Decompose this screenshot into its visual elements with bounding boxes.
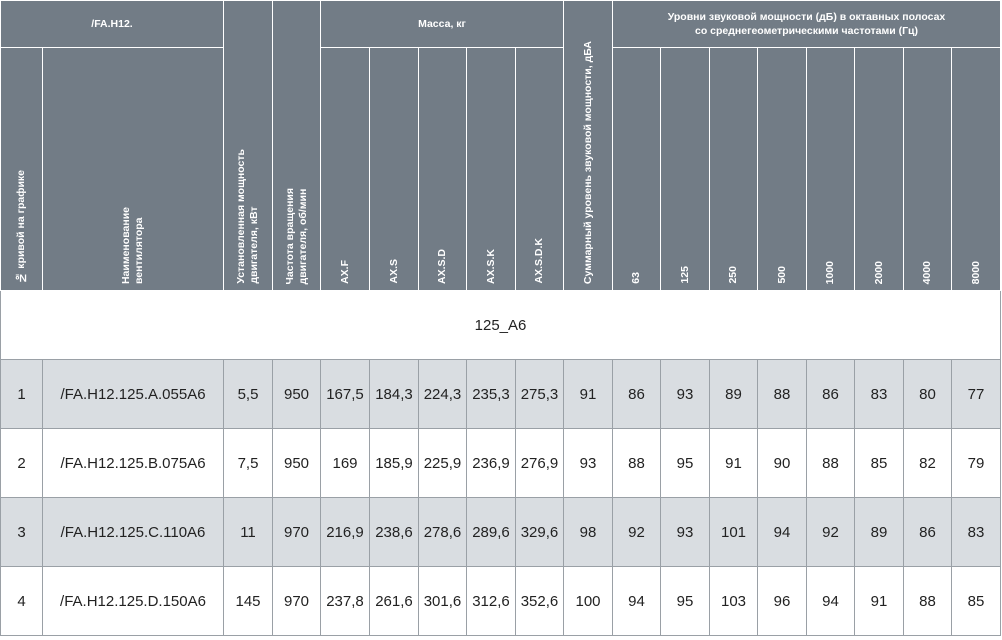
table-row: 4/FA.H12.125.D.150A6 145 970 237,8 261,6 301,… [0, 566, 1002, 636]
mass-cell: 312,6 [466, 566, 516, 636]
frequency-column-header: 500 [757, 47, 807, 291]
octave-level-cell: 103 [709, 566, 758, 636]
octave-level-cell: 88 [612, 428, 661, 498]
motor-power-cell: 145 [223, 566, 273, 636]
frequency-column-header: 1000 [806, 47, 855, 291]
mass-group-header: Масса, кг [320, 0, 564, 48]
octave-level-cell: 91 [854, 566, 904, 636]
motor-power-header: Установленная мощность двигателя, кВт [223, 0, 273, 291]
frequency-column-header: 8000 [950, 47, 1002, 291]
octave-level-cell: 88 [757, 359, 807, 429]
mass-cell: 275,3 [515, 359, 564, 429]
mass-cell: 235,3 [466, 359, 516, 429]
total-sound-header: Суммарный уровень звуковой мощности, дБА [563, 0, 613, 291]
mass-cell: 216,9 [320, 497, 370, 567]
model-group-header: /FA.H12. [0, 0, 224, 48]
octave-level-cell: 79 [950, 428, 1002, 498]
octave-level-cell: 91 [709, 428, 758, 498]
mass-cell: 301,6 [418, 566, 467, 636]
octave-level-cell: 86 [903, 497, 952, 567]
octave-level-cell: 85 [950, 566, 1002, 636]
octave-level-cell: 82 [903, 428, 952, 498]
total-sound-cell: 100 [563, 566, 613, 636]
motor-power-cell: 5,5 [223, 359, 273, 429]
mass-column-header: AX.F [320, 47, 370, 291]
octave-level-cell: 80 [903, 359, 952, 429]
octave-level-cell: 90 [757, 428, 807, 498]
mass-cell: 169 [320, 428, 370, 498]
octave-level-cell: 89 [709, 359, 758, 429]
motor-power-cell: 11 [223, 497, 273, 567]
total-sound-cell: 93 [563, 428, 613, 498]
octave-level-cell: 93 [660, 359, 710, 429]
octave-level-cell: 89 [854, 497, 904, 567]
mass-cell: 238,6 [369, 497, 419, 567]
mass-column-header: AX.S [369, 47, 419, 291]
frequency-column-header: 125 [660, 47, 710, 291]
mass-cell: 224,3 [418, 359, 467, 429]
curve-number-cell: 4 [0, 566, 43, 636]
mass-cell: 237,8 [320, 566, 370, 636]
table-row: 3/FA.H12.125.C.110A6 11 970 216,9 238,6 278,6… [0, 497, 1002, 567]
mass-cell: 184,3 [369, 359, 419, 429]
mass-cell: 236,9 [466, 428, 516, 498]
table-row: 2/FA.H12.125.B.075A6 7,5 950 169 185,9 225,9 2… [0, 428, 1002, 498]
total-sound-cell: 91 [563, 359, 613, 429]
mass-cell: 185,9 [369, 428, 419, 498]
octave-level-cell: 83 [854, 359, 904, 429]
mass-cell: 261,6 [369, 566, 419, 636]
mass-cell: 329,6 [515, 497, 564, 567]
octave-level-cell: 93 [660, 497, 710, 567]
octave-level-cell: 101 [709, 497, 758, 567]
frequency-column-header: 2000 [854, 47, 904, 291]
section-title: 125_A6 [0, 290, 1002, 360]
mass-cell: 278,6 [418, 497, 467, 567]
fan-name-header: Наименование вентилятора [42, 47, 224, 291]
mass-column-header: AX.S.D.K [515, 47, 564, 291]
mass-column-header: AX.S.K [466, 47, 516, 291]
mass-cell: 225,9 [418, 428, 467, 498]
octave-level-cell: 86 [612, 359, 661, 429]
fan-name-cell: /FA.H12.125.A.055A6 [42, 359, 224, 429]
table-row: 1/FA.H12.125.A.055A6 5,5 950 167,5 184,3 224,… [0, 359, 1002, 429]
motor-power-cell: 7,5 [223, 428, 273, 498]
octave-level-cell: 77 [950, 359, 1002, 429]
octave-level-cell: 88 [903, 566, 952, 636]
curve-number-header: № кривой на графике [0, 47, 43, 291]
frequency-column-header: 4000 [903, 47, 952, 291]
sound-group-header: Уровни звуковой мощности (дБ) в октавных… [611, 0, 1002, 48]
fan-name-cell: /FA.H12.125.B.075A6 [42, 428, 224, 498]
frequency-column-header: 250 [709, 47, 758, 291]
octave-level-cell: 94 [806, 566, 855, 636]
octave-level-cell: 95 [660, 428, 710, 498]
rotation-speed-cell: 970 [272, 566, 321, 636]
fan-name-cell: /FA.H12.125.C.110A6 [42, 497, 224, 567]
total-sound-cell: 98 [563, 497, 613, 567]
octave-level-cell: 92 [612, 497, 661, 567]
rotation-speed-header: Частота вращения двигателя, об/мин [272, 0, 321, 291]
octave-level-cell: 83 [950, 497, 1002, 567]
frequency-column-header: 63 [612, 47, 661, 291]
mass-cell: 167,5 [320, 359, 370, 429]
rotation-speed-cell: 970 [272, 497, 321, 567]
curve-number-cell: 2 [0, 428, 43, 498]
curve-number-cell: 3 [0, 497, 43, 567]
mass-cell: 289,6 [466, 497, 516, 567]
octave-level-cell: 86 [806, 359, 855, 429]
rotation-speed-cell: 950 [272, 359, 321, 429]
rotation-speed-cell: 950 [272, 428, 321, 498]
mass-cell: 352,6 [515, 566, 564, 636]
octave-level-cell: 94 [757, 497, 807, 567]
octave-level-cell: 88 [806, 428, 855, 498]
octave-level-cell: 96 [757, 566, 807, 636]
octave-level-cell: 85 [854, 428, 904, 498]
octave-level-cell: 94 [612, 566, 661, 636]
curve-number-cell: 1 [0, 359, 43, 429]
mass-cell: 276,9 [515, 428, 564, 498]
fan-name-cell: /FA.H12.125.D.150A6 [42, 566, 224, 636]
mass-column-header: AX.S.D [418, 47, 467, 291]
octave-level-cell: 92 [806, 497, 855, 567]
octave-level-cell: 95 [660, 566, 710, 636]
